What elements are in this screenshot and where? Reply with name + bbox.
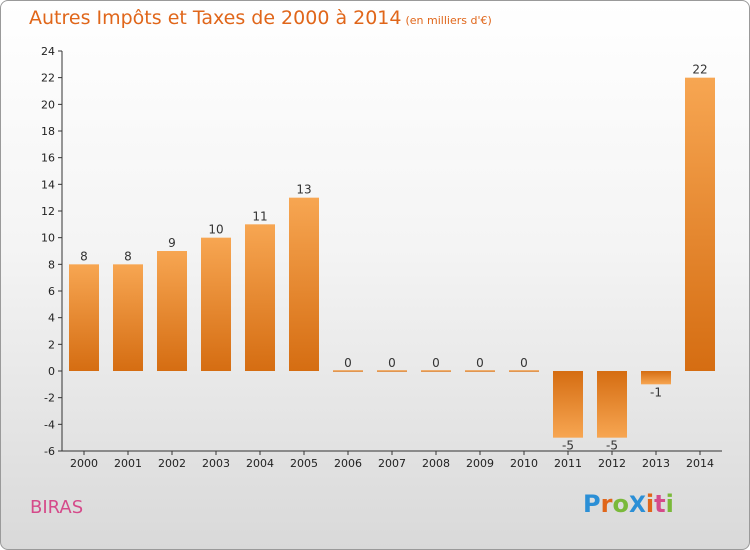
- y-tick-label: 6: [48, 285, 55, 298]
- bar-2008: [421, 370, 451, 372]
- bar-2004: [245, 224, 275, 371]
- logo-letter: X: [628, 493, 646, 518]
- bar-2005: [289, 197, 319, 371]
- logo-letter: i: [645, 490, 655, 518]
- y-tick-label: -6: [44, 445, 55, 458]
- y-tick-label: 8: [48, 258, 55, 271]
- y-tick-label: -4: [44, 418, 55, 431]
- chart-unit: (en milliers d'€): [405, 14, 492, 27]
- bar-2010: [509, 370, 539, 372]
- data-label: 8: [80, 249, 88, 263]
- logo-letter: t: [654, 490, 666, 518]
- x-tick-label: 2004: [246, 457, 274, 470]
- y-tick-label: 20: [41, 98, 55, 111]
- x-tick-label: 2005: [290, 457, 318, 470]
- chart-title: Autres Impôts et Taxes de 2000 à 2014 (en…: [29, 7, 492, 29]
- logo-letter: o: [612, 490, 629, 518]
- x-tick-label: 2002: [158, 457, 186, 470]
- y-tick-label: 18: [41, 125, 55, 138]
- data-label: 0: [520, 356, 528, 370]
- x-tick-label: 2013: [642, 457, 670, 470]
- x-tick-label: 2012: [598, 457, 626, 470]
- y-tick-label: 0: [48, 365, 55, 378]
- commune-name: BIRAS: [30, 497, 84, 518]
- logo-letter: P: [583, 490, 601, 518]
- x-tick-label: 2008: [422, 457, 450, 470]
- x-tick-label: 2003: [202, 457, 230, 470]
- bar-2003: [201, 237, 231, 371]
- logo-letter: r: [600, 490, 613, 518]
- x-tick-label: 2009: [466, 457, 494, 470]
- x-tick-label: 2011: [554, 457, 582, 470]
- bars: [69, 77, 715, 438]
- data-label: 0: [432, 356, 440, 370]
- proxiti-logo: ProXiti: [583, 490, 674, 518]
- x-tick-label: 2007: [378, 457, 406, 470]
- bar-2012: [597, 371, 627, 438]
- data-label: 10: [208, 223, 223, 237]
- data-label: 22: [692, 63, 707, 77]
- bar-2011: [553, 371, 583, 438]
- bar-2013: [641, 371, 671, 385]
- y-tick-label: 16: [41, 152, 55, 165]
- y-tick-label: 14: [41, 178, 55, 191]
- data-label: -5: [562, 439, 574, 453]
- data-label: 0: [388, 356, 396, 370]
- bar-2001: [113, 264, 143, 371]
- x-tick-label: 2001: [114, 457, 142, 470]
- y-tick-label: 22: [41, 72, 55, 85]
- x-tick-label: 2006: [334, 457, 362, 470]
- x-tick-label: 2014: [686, 457, 714, 470]
- bar-2000: [69, 264, 99, 371]
- data-label: -1: [650, 385, 662, 399]
- bar-2002: [157, 251, 187, 371]
- data-label: 0: [344, 356, 352, 370]
- chart-title-text: Autres Impôts et Taxes de 2000 à 2014: [29, 7, 402, 29]
- x-tick-label: 2000: [70, 457, 98, 470]
- bar-2007: [377, 370, 407, 372]
- bar-2014: [685, 77, 715, 372]
- data-labels: 8 8 9 10 11 13 0 0 0 0 0 -5 -5 -1 22: [80, 63, 707, 453]
- data-label: 13: [296, 183, 311, 197]
- data-label: -5: [606, 439, 618, 453]
- data-label: 8: [124, 249, 132, 263]
- data-label: 9: [168, 236, 176, 250]
- y-tick-label: -2: [44, 392, 55, 405]
- y-tick-label: 10: [41, 232, 55, 245]
- data-label: 11: [252, 209, 267, 223]
- logo-letter: i: [665, 490, 674, 518]
- x-tick-label: 2010: [510, 457, 538, 470]
- y-tick-label: 2: [48, 338, 55, 351]
- bar-2006: [333, 370, 363, 372]
- y-tick-label: 12: [41, 205, 55, 218]
- data-label: 0: [476, 356, 484, 370]
- y-tick-label: 24: [41, 45, 55, 58]
- y-tick-label: 4: [48, 312, 55, 325]
- bar-2009: [465, 370, 495, 372]
